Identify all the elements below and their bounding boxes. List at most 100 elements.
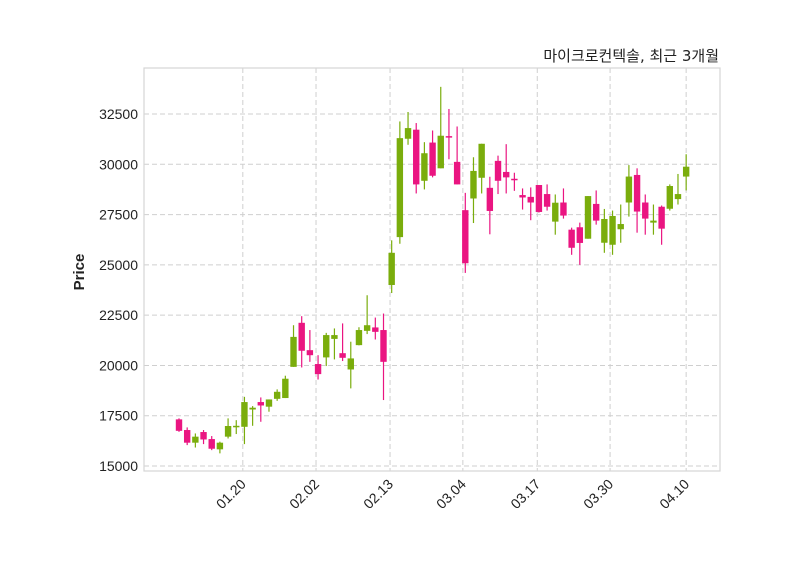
candle-body [543, 194, 551, 207]
candle-down [200, 430, 207, 445]
candle-up [421, 142, 428, 190]
candle-body [372, 327, 379, 332]
candle-body [183, 430, 191, 443]
candle-up [233, 420, 240, 435]
candle-down [314, 355, 322, 380]
candle-body [314, 364, 322, 375]
candle-up [674, 173, 682, 205]
y-tick-label: 22500 [99, 307, 138, 323]
candle-body [453, 161, 461, 185]
candle-down [380, 313, 387, 401]
candle-down [372, 317, 379, 340]
candle-up [249, 406, 256, 426]
candle-down [535, 185, 543, 213]
candle-body [257, 402, 264, 406]
candle-body [642, 202, 649, 219]
candle-up [192, 433, 199, 448]
candle-body [576, 227, 584, 243]
candle-body [494, 160, 502, 181]
y-axis-label: Price [71, 254, 88, 291]
candle-body [617, 224, 624, 230]
candle-body [224, 425, 232, 437]
candle-down [306, 330, 314, 362]
candle-body [568, 229, 575, 248]
candle-body [429, 142, 436, 176]
candle-body [601, 219, 608, 243]
candle-body [233, 425, 240, 428]
candle-body [363, 325, 371, 331]
candle-up [331, 328, 338, 360]
candle-body [560, 202, 567, 216]
candle-down [486, 176, 494, 235]
candle-down [503, 144, 510, 194]
candle-up [224, 418, 232, 439]
candle-down [462, 192, 469, 273]
candle-body [437, 135, 444, 169]
candle-down [453, 126, 461, 185]
candle-down [568, 227, 575, 255]
candle-body [584, 196, 592, 239]
candle-body [486, 187, 494, 211]
candle-body [208, 439, 215, 449]
candle-body [200, 432, 207, 440]
candle-down [183, 427, 191, 446]
candle-down [642, 194, 649, 235]
candle-up [216, 441, 224, 454]
candle-down [413, 123, 420, 194]
candle-up [363, 295, 371, 335]
candle-body [175, 419, 183, 431]
y-tick-label: 25000 [99, 257, 138, 273]
candle-body [331, 335, 338, 339]
candle-body [241, 402, 248, 427]
candle-up [388, 240, 395, 294]
candle-body [347, 358, 354, 370]
candle-up [273, 389, 281, 401]
candle-body [650, 220, 657, 223]
y-tick-label: 30000 [99, 156, 138, 172]
x-tick-label: 03.04 [433, 476, 469, 512]
candle-body [666, 186, 673, 209]
candles [175, 86, 690, 454]
candle-body [552, 202, 559, 222]
candle-up [282, 375, 289, 399]
x-tick-label: 04.10 [656, 476, 692, 512]
candle-down [257, 397, 264, 422]
candle-up [617, 204, 624, 243]
candle-body [380, 330, 387, 362]
candle-body [592, 203, 600, 221]
candle-up [552, 194, 559, 235]
candle-body [216, 442, 224, 450]
candle-body [290, 336, 297, 367]
candle-up [666, 184, 673, 211]
candle-up [265, 399, 273, 412]
candle-up [241, 396, 248, 445]
candle-down [175, 418, 183, 432]
y-tick-label: 20000 [99, 357, 138, 373]
candle-body [404, 128, 412, 139]
candle-up [650, 204, 657, 235]
candle-body [674, 194, 682, 200]
candle-down [527, 187, 534, 221]
candle-body [249, 407, 256, 410]
candle-body [265, 399, 273, 407]
candle-body [413, 129, 420, 185]
candle-body [503, 171, 510, 178]
candle-down [208, 436, 215, 451]
candle-body [273, 391, 281, 399]
candle-down [511, 172, 518, 191]
candle-body [511, 178, 518, 181]
x-tick-label: 03.17 [507, 476, 543, 512]
candle-down [633, 168, 641, 233]
candle-body [535, 185, 543, 212]
candle-down [298, 316, 305, 368]
candle-body [306, 350, 314, 356]
candle-up [609, 210, 616, 255]
candle-down [592, 190, 600, 225]
candle-body [609, 215, 616, 245]
candle-up [470, 157, 477, 224]
candle-up [584, 196, 592, 239]
chart-title: 마이크로컨텍솔, 최근 3개월 [543, 47, 719, 65]
candle-down [445, 108, 453, 160]
candle-up [682, 154, 690, 191]
x-tick-label: 01.20 [213, 476, 249, 512]
